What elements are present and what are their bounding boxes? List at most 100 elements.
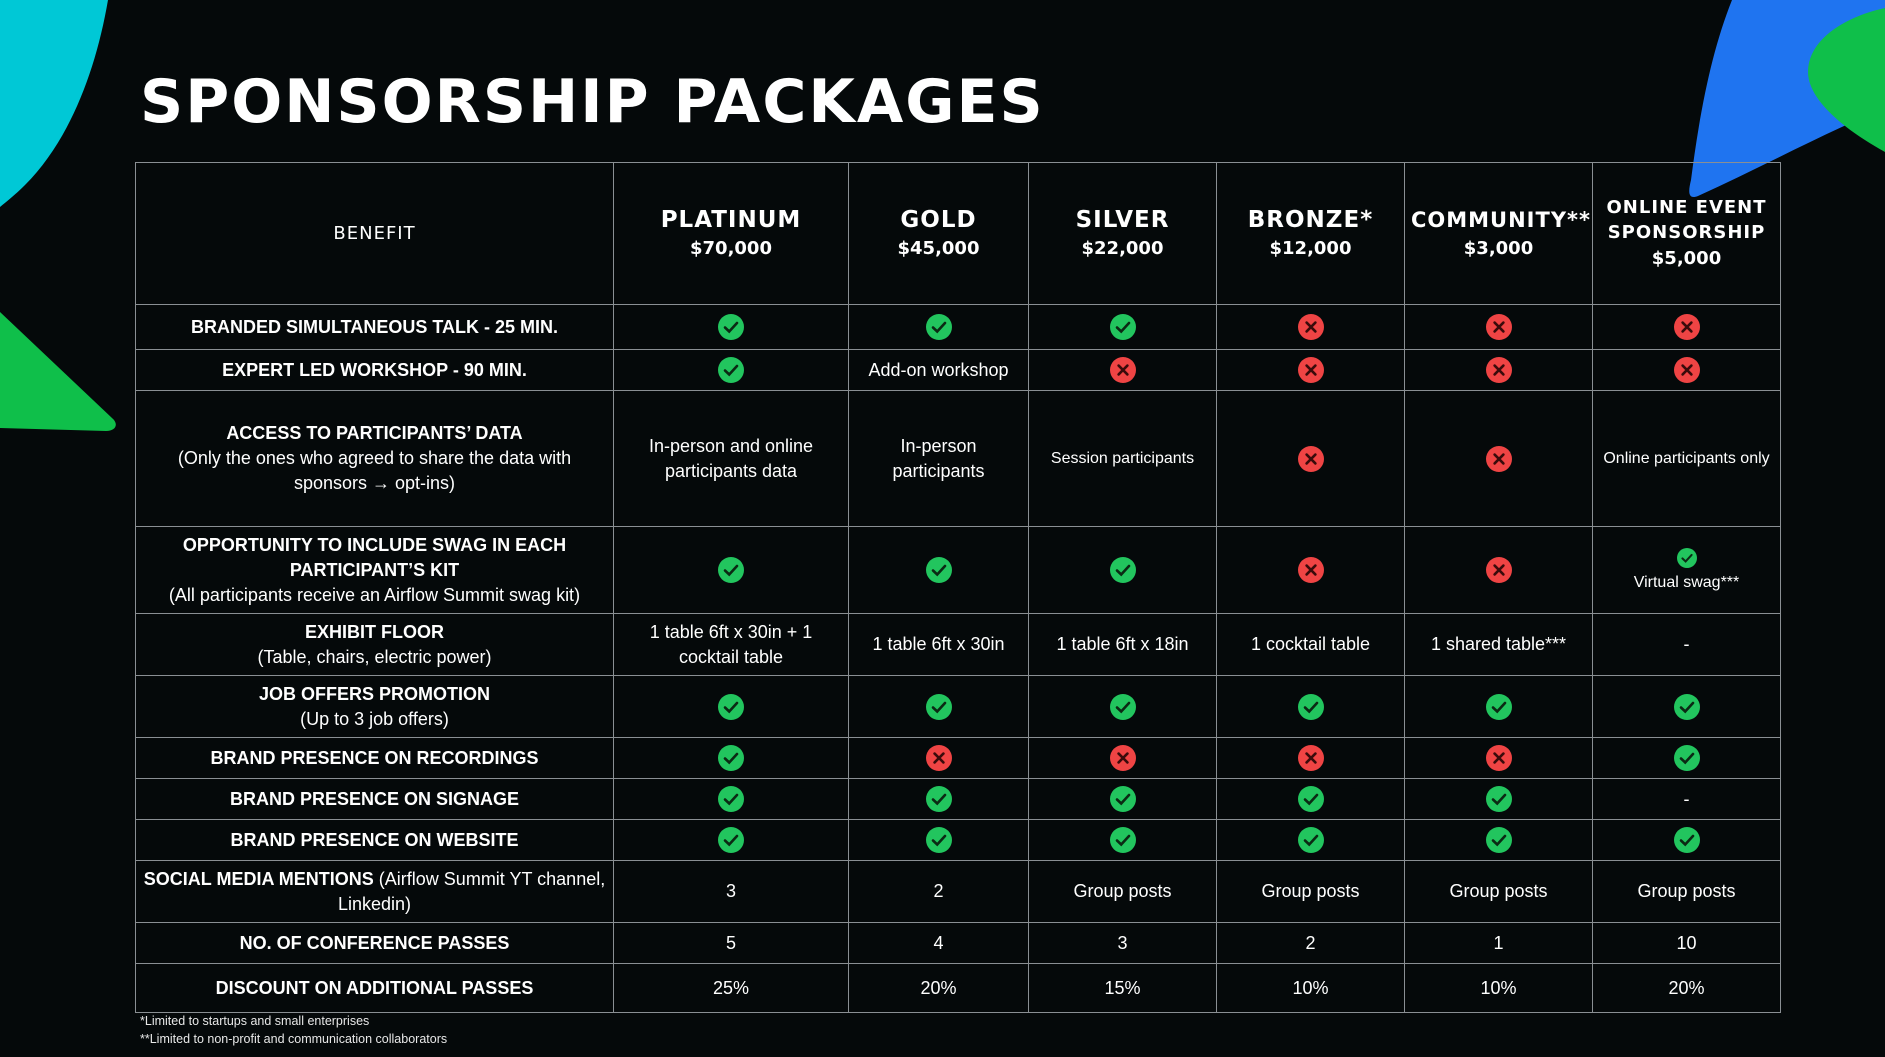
benefit-cell: NO. OF CONFERENCE PASSES — [135, 922, 614, 964]
tier-price: $70,000 — [690, 237, 772, 259]
check-icon — [925, 827, 952, 854]
benefit-cell: BRANDED SIMULTANEOUS TALK - 25 MIN. — [135, 304, 614, 350]
tier-cell — [1404, 737, 1593, 779]
sponsorship-table: BENEFIT PLATINUM $70,000 GOLD $45,000 SI… — [135, 162, 1781, 1013]
table-row: BRANDED SIMULTANEOUS TALK - 25 MIN. — [135, 304, 1781, 350]
cross-icon — [1109, 745, 1136, 772]
tier-price: $45,000 — [897, 237, 980, 259]
tier-cell: 1 table 6ft x 18in — [1028, 613, 1217, 676]
tier-cell: Group posts — [1404, 860, 1593, 923]
benefit-cell: EXHIBIT FLOOR (Table, chairs, electric po… — [135, 613, 614, 676]
check-icon — [1485, 786, 1512, 813]
tier-cell — [613, 737, 849, 779]
check-icon — [1676, 547, 1697, 568]
tier-cell — [1592, 675, 1781, 738]
benefit-cell: ACCESS TO PARTICIPANTS’ DATA (Only the on… — [135, 390, 614, 527]
tier-header-silver: SILVER $22,000 — [1028, 162, 1217, 305]
tier-cell — [1216, 390, 1405, 527]
cell-text: 25% — [712, 977, 750, 998]
cross-icon — [1297, 557, 1324, 584]
tier-price: $12,000 — [1269, 237, 1352, 259]
tier-cell: Online participants only — [1592, 390, 1781, 527]
benefit-title: SOCIAL MEDIA MENTIONS — [143, 868, 374, 889]
footnotes: *Limited to startups and small enterpris… — [140, 1012, 447, 1048]
check-icon — [1673, 745, 1700, 772]
cross-icon — [1485, 314, 1512, 341]
tier-cell — [1592, 304, 1781, 350]
benefit-cell: BRAND PRESENCE ON RECORDINGS — [135, 737, 614, 779]
check-icon — [718, 693, 744, 720]
benefit-cell: EXPERT LED WORKSHOP - 90 MIN. — [135, 349, 614, 391]
tier-cell — [1404, 819, 1593, 861]
tier-header-online-event: ONLINE EVENT SPONSORSHIP $5,000 — [1592, 162, 1781, 305]
cell-text: 3 — [1117, 932, 1128, 953]
cell-text: 1 table 6ft x 30in + 1 cocktail table — [649, 621, 813, 667]
green-leaf-shape — [1808, 8, 1885, 152]
table-row: NO. OF CONFERENCE PASSES 5 4 3 2 1 10 — [135, 922, 1781, 964]
cell-text: 5 — [725, 932, 736, 953]
tier-cell — [1404, 778, 1593, 820]
tier-name: BRONZE* — [1247, 206, 1374, 233]
cross-icon — [1297, 357, 1324, 384]
check-icon — [718, 786, 744, 813]
check-icon — [1109, 693, 1136, 720]
tier-header-platinum: PLATINUM $70,000 — [613, 162, 849, 305]
check-icon — [1109, 557, 1136, 584]
benefit-cell: DISCOUNT ON ADDITIONAL PASSES — [135, 963, 614, 1013]
table-row: ACCESS TO PARTICIPANTS’ DATA (Only the on… — [135, 390, 1781, 527]
header-row: BENEFIT PLATINUM $70,000 GOLD $45,000 SI… — [135, 162, 1781, 305]
benefit-header: BENEFIT — [135, 162, 614, 305]
tier-cell: 1 — [1404, 922, 1593, 964]
cell-text: Group posts — [1449, 881, 1548, 901]
cell-text: 15% — [1104, 977, 1141, 998]
cell-text: Group posts — [1073, 881, 1172, 901]
tier-cell — [848, 526, 1029, 614]
cell-text: 20% — [1668, 977, 1705, 998]
tier-cell — [613, 819, 849, 861]
benefit-title: BRAND PRESENCE ON SIGNAGE — [229, 788, 520, 809]
cross-icon — [1109, 357, 1136, 384]
tier-cell: In-person and online participants data — [613, 390, 849, 527]
tier-cell — [1216, 349, 1405, 391]
cross-icon — [1485, 557, 1512, 584]
tier-cell: 25% — [613, 963, 849, 1013]
cell-text: - — [1683, 634, 1690, 654]
tier-cell — [1404, 304, 1593, 350]
tier-cell: Virtual swag*** — [1592, 526, 1781, 614]
tier-cell — [1028, 304, 1217, 350]
cell-text: In-person and online participants data — [648, 435, 814, 481]
benefit-subtitle: (Up to 3 job offers) — [300, 708, 449, 729]
tier-cell: 1 table 6ft x 30in + 1 cocktail table — [613, 613, 849, 676]
tier-cell: 15% — [1028, 963, 1217, 1013]
tier-cell: 2 — [848, 860, 1029, 923]
benefit-title: BRAND PRESENCE ON RECORDINGS — [210, 747, 539, 768]
tier-name: COMMUNITY** — [1411, 207, 1591, 232]
table-row: EXPERT LED WORKSHOP - 90 MIN. Add-on work… — [135, 349, 1781, 391]
tier-cell: 3 — [1028, 922, 1217, 964]
cell-text: 2 — [1305, 932, 1316, 953]
tier-cell: - — [1592, 778, 1781, 820]
table-body: BRANDED SIMULTANEOUS TALK - 25 MIN. EXPER… — [135, 304, 1781, 1013]
benefit-cell: BRAND PRESENCE ON WEBSITE — [135, 819, 614, 861]
tier-cell: 5 — [613, 922, 849, 964]
tier-cell — [1216, 526, 1405, 614]
benefit-title: JOB OFFERS PROMOTION — [258, 683, 490, 704]
tier-cell — [1216, 819, 1405, 861]
table-row: BRAND PRESENCE ON SIGNAGE - — [135, 778, 1781, 820]
cell-text: 10% — [1480, 977, 1517, 998]
check-icon — [1297, 786, 1324, 813]
tier-header-bronze: BRONZE* $12,000 — [1216, 162, 1405, 305]
cell-text: Add-on workshop — [868, 359, 1009, 380]
green-triangle-shape — [0, 312, 116, 431]
check-icon — [1109, 786, 1136, 813]
benefit-title: EXHIBIT FLOOR — [305, 621, 444, 642]
tier-cell: 1 table 6ft x 30in — [848, 613, 1029, 676]
footnote: **Limited to non-profit and communicatio… — [140, 1032, 448, 1046]
tier-name: SILVER — [1075, 206, 1170, 233]
tier-cell — [1592, 349, 1781, 391]
tier-cell — [613, 526, 849, 614]
tier-cell — [1404, 526, 1593, 614]
cell-text: Group posts — [1261, 881, 1360, 901]
cell-text: - — [1683, 788, 1690, 809]
check-icon — [925, 693, 952, 720]
